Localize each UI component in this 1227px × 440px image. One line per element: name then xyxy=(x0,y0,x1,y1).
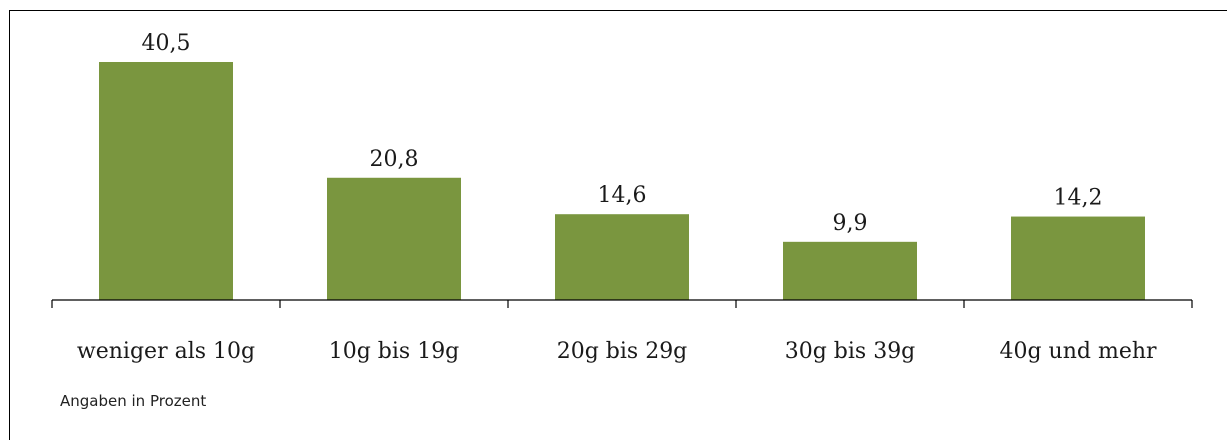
bar-1 xyxy=(99,62,233,300)
data-label-4: 9,9 xyxy=(833,211,868,236)
data-label-1: 40,5 xyxy=(142,31,191,56)
footnote-units: Angaben in Prozent xyxy=(60,392,207,410)
bar-chart: 40,5 weniger als 10g 20,8 10g bis 19g 14,6 20… xyxy=(51,31,1193,364)
bar-5 xyxy=(1011,216,1145,300)
data-label-2: 20,8 xyxy=(370,147,419,172)
category-label-2: 10g bis 19g xyxy=(329,339,460,364)
data-label-5: 14,2 xyxy=(1054,186,1103,211)
bar-2 xyxy=(327,177,461,300)
bar-3 xyxy=(555,214,689,300)
data-label-3: 14,6 xyxy=(598,183,647,208)
bar-4 xyxy=(783,241,917,300)
category-label-5: 40g und mehr xyxy=(999,339,1157,364)
category-label-1: weniger als 10g xyxy=(77,339,255,364)
category-label-4: 30g bis 39g xyxy=(785,339,916,364)
category-label-3: 20g bis 29g xyxy=(557,339,688,364)
chart-frame xyxy=(9,10,1227,440)
